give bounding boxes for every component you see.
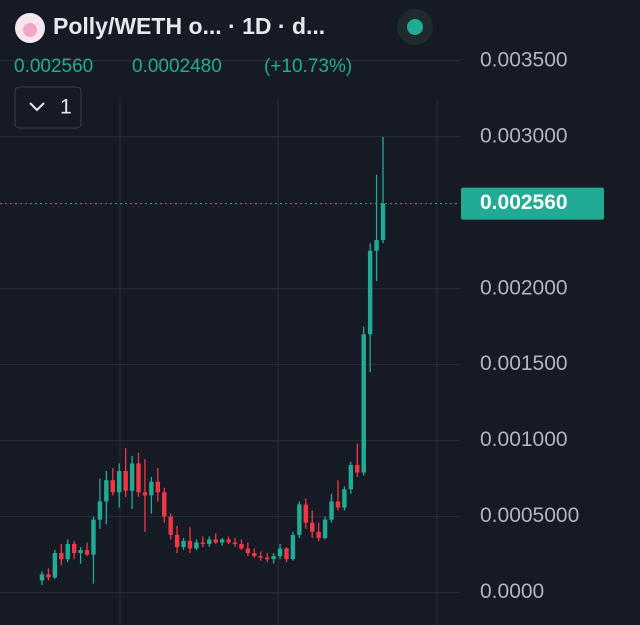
candle-body [367,250,373,335]
candle-body [310,522,315,532]
candle-body [97,501,103,520]
candle-body [277,548,283,557]
y-tick-label: 0.0000 [480,580,544,603]
interval-label: 1 [60,96,72,119]
candle-body [252,553,257,557]
candle-body [84,550,90,555]
candle-body [380,203,386,241]
candle-body [78,550,83,554]
y-tick-label: 0.003000 [480,124,568,147]
change-percent: (+10.73%) [264,56,352,77]
chevron-icon [29,102,45,112]
candle-body [110,480,115,493]
candle-body [335,501,341,508]
candle-body [297,504,302,535]
candle-body [104,480,109,502]
candle-body [187,540,193,549]
candle-body [200,542,206,544]
candle-body [361,334,366,473]
y-tick-label: 0.002000 [480,276,568,299]
y-tick-label: 0.001000 [480,428,568,451]
candle-body [213,539,218,543]
candle-body [258,556,263,558]
candle-body [123,471,128,491]
time-grid [119,100,438,625]
candle-body [245,548,251,554]
candle-body [348,464,354,490]
candle-body [284,548,289,560]
candle-body [59,553,64,560]
candle-body [136,463,141,493]
candle-body [155,481,161,493]
plot: 0.0000 0.0005000 0.001000 0.001500 0.002000 0… [0,48,604,603]
y-tick-label: 0.0005000 [480,504,579,527]
candle-body [46,574,51,578]
candle-body [194,542,199,549]
candle-body [52,553,58,578]
candle-body [142,492,148,496]
status-dot [407,19,423,35]
candle-body [329,501,334,520]
interval-button[interactable] [14,86,82,129]
candle-body [162,492,167,517]
symbol-title: Polly/WETH o... · 1D · d... [53,13,325,39]
candle-body [71,543,77,554]
candle-body [355,464,360,473]
y-tick-label: 0.001500 [480,352,568,375]
candle-body [264,557,270,560]
candle-body [65,543,70,560]
candle-body [239,543,244,549]
candle-body [316,531,321,538]
token-icon-detail [23,23,37,37]
candle-body [207,539,212,544]
candle-body [219,539,225,543]
last-price-label: 0.002560 [480,191,568,214]
candle-body [129,463,135,491]
last-price-badge [461,187,604,220]
candle-body [149,481,154,496]
candle-body [117,471,122,493]
candle-body [91,519,96,555]
candle-body [342,489,347,508]
candle-body [374,240,379,251]
candle-body [174,534,180,548]
y-tick-label: 0.003500 [480,48,568,71]
candle-body [226,539,231,543]
candle-body [168,516,173,535]
price: 0.002560 [14,56,93,77]
candle-body [39,574,45,581]
candle-body [303,504,308,523]
candle-body [322,519,328,538]
candle-body [271,556,276,560]
candle-body [181,540,186,548]
candle-body [232,542,238,544]
change: 0.0002480 [132,56,222,77]
candle-body [290,534,296,560]
